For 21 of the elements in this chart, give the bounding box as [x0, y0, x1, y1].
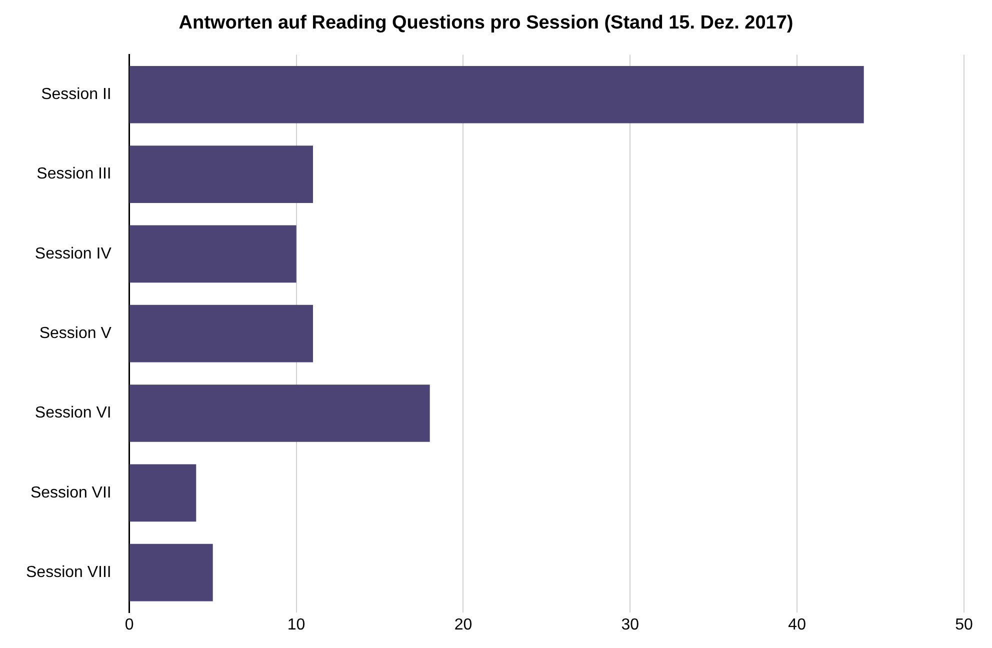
bar: [129, 384, 430, 442]
x-tick-label: 50: [955, 616, 973, 634]
bar: [129, 464, 196, 522]
y-tick-label: Session III: [36, 166, 112, 183]
x-tick-label: 30: [621, 616, 640, 634]
y-tick-label: Session IV: [34, 245, 112, 262]
chart-title: Antworten auf Reading Questions pro Session (Stand 15. Dez. 2017): [178, 12, 794, 34]
x-tick-label: 20: [454, 616, 472, 634]
bar: [129, 544, 213, 602]
y-tick-label: Session II: [41, 86, 112, 104]
y-tick-label: Session VIII: [26, 564, 112, 581]
bar: [129, 66, 864, 124]
bar: [129, 304, 313, 362]
y-tick-label: Session VI: [34, 404, 112, 422]
x-tick-label: 0: [124, 616, 134, 634]
x-tick-label: 40: [788, 616, 806, 634]
x-tick-label: 10: [287, 616, 306, 634]
bar: [129, 146, 313, 203]
bar: [129, 225, 296, 283]
y-tick-label: Session V: [39, 325, 112, 342]
y-tick-label: Session VII: [30, 484, 112, 502]
